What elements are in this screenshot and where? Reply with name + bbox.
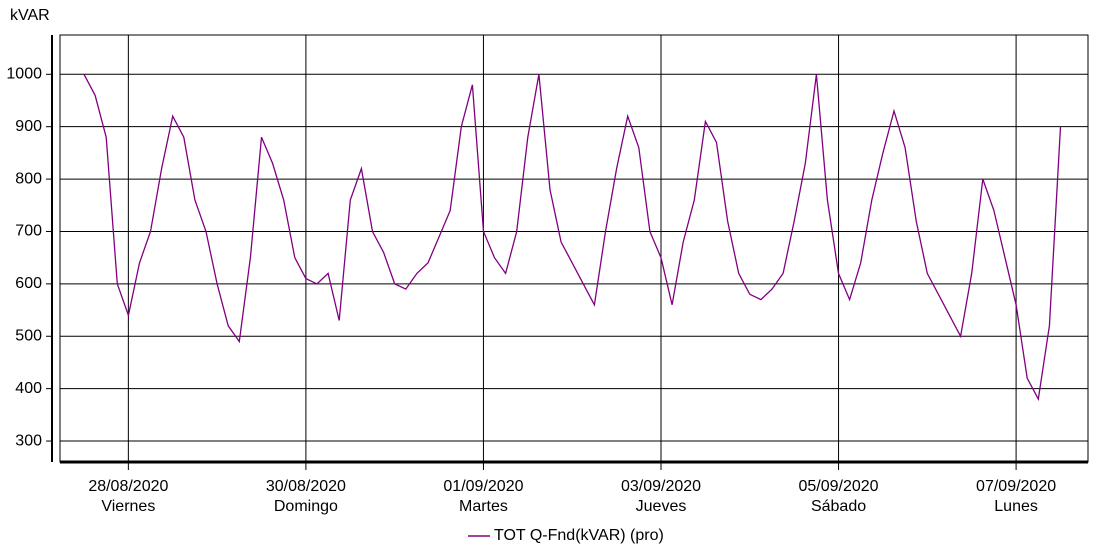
y-tick-label: 900 (15, 118, 42, 135)
x-tick-day: Domingo (274, 498, 338, 515)
x-tick-label: 30/08/2020 (266, 478, 346, 495)
y-tick-label: 400 (15, 380, 42, 397)
y-tick-label: 800 (15, 170, 42, 187)
y-axis-label: kVAR (10, 7, 50, 24)
y-tick-label: 300 (15, 432, 42, 449)
marks (83, 73, 1062, 402)
series-line (83, 73, 1062, 402)
legend-label: TOT Q-Fnd(kVAR) (pro) (494, 527, 664, 544)
x-tick-day: Martes (459, 498, 508, 515)
x-tick-label: 28/08/2020 (88, 478, 168, 495)
x-tick-day: Viernes (101, 498, 155, 515)
x-tick-label: 05/09/2020 (799, 478, 879, 495)
x-tick-day: Sábado (811, 498, 866, 515)
x-tick-label: 03/09/2020 (621, 478, 701, 495)
y-tick-label: 600 (15, 275, 42, 292)
x-tick-label: 07/09/2020 (976, 478, 1056, 495)
x-tick-day: Jueves (636, 498, 687, 515)
x-tick-label: 01/09/2020 (443, 478, 523, 495)
y-tick-label: 700 (15, 223, 42, 240)
grid (46, 35, 1088, 470)
y-tick-label: 1000 (6, 66, 42, 83)
x-tick-day: Lunes (994, 498, 1038, 515)
y-tick-label: 500 (15, 327, 42, 344)
